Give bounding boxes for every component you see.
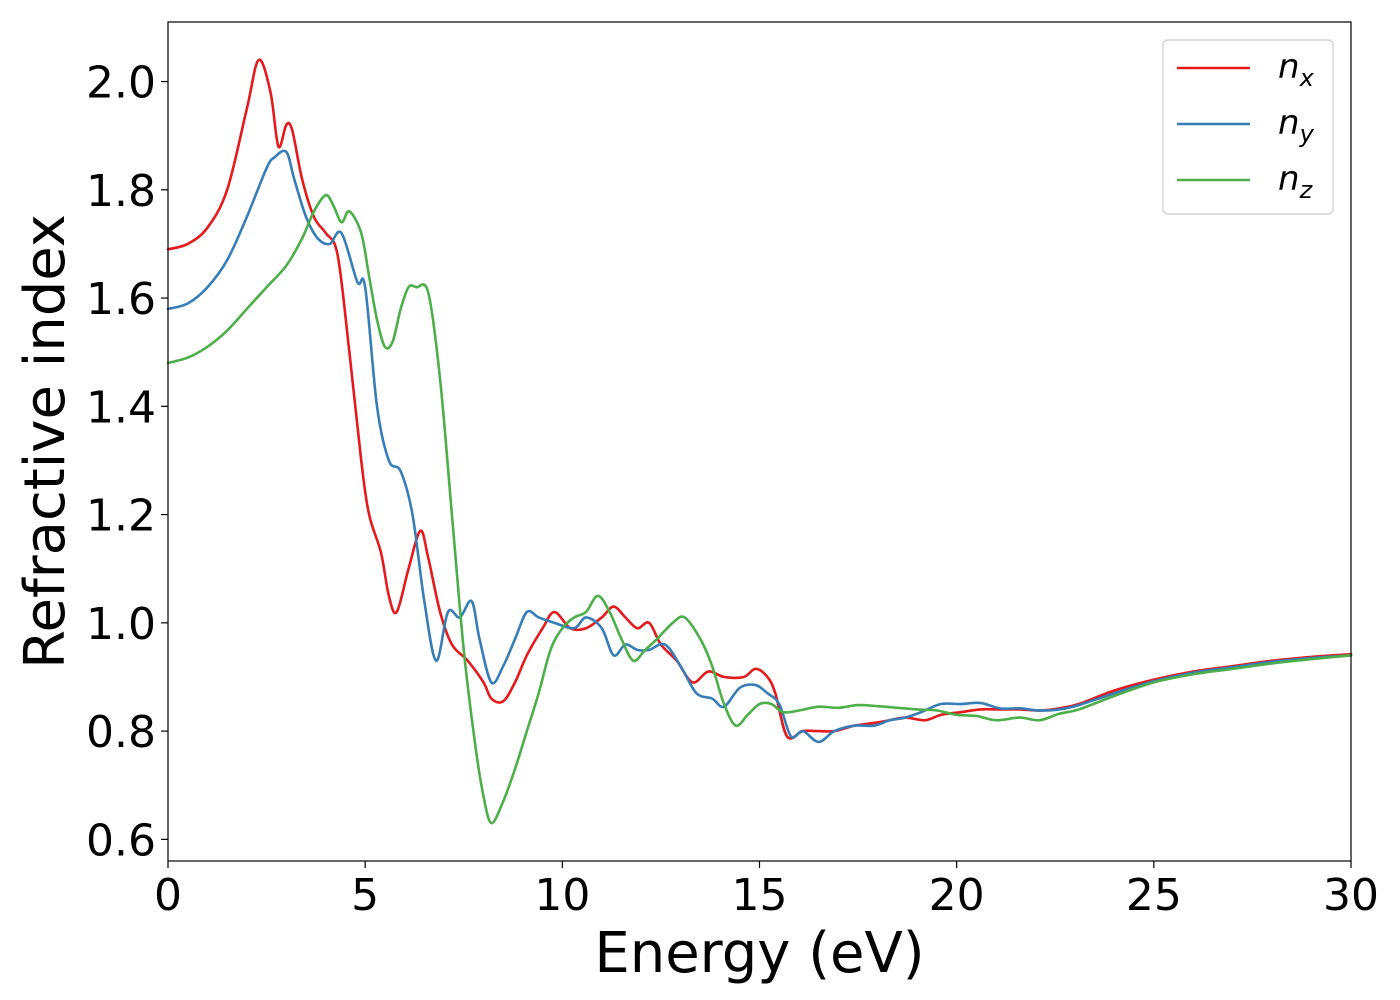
y-tick-label: 0.8	[86, 707, 156, 758]
x-tick-label: 30	[1323, 870, 1379, 921]
series-layer	[166, 58, 1353, 825]
y-tick-label: 1.8	[86, 166, 156, 217]
legend-label: ny	[1278, 103, 1315, 148]
y-tick-label: 1.2	[86, 491, 156, 542]
y-axis-title: Refractive index	[13, 214, 78, 669]
x-axis-ticks: 0 5 10 15 20 25 30	[154, 861, 1379, 921]
x-tick-label: 25	[1126, 870, 1182, 921]
y-tick-label: 2.0	[86, 58, 156, 109]
y-tick-label: 1.4	[86, 382, 156, 433]
y-tick-label: 1.0	[86, 599, 156, 650]
legend-label: nx	[1278, 47, 1315, 92]
legend-box	[1162, 39, 1334, 215]
x-tick-label: 0	[154, 870, 182, 921]
x-tick-label: 20	[929, 870, 985, 921]
series-line-n-x	[166, 58, 1353, 740]
x-tick-label: 10	[534, 870, 590, 921]
series-line-n-z	[166, 193, 1353, 825]
x-tick-label: 15	[732, 870, 788, 921]
legend: nx ny nz	[1162, 39, 1334, 215]
x-tick-label: 5	[351, 870, 379, 921]
legend-label: nz	[1278, 159, 1314, 204]
series-line-n-y	[166, 149, 1353, 744]
y-tick-label: 0.6	[86, 815, 156, 866]
x-axis-title: Energy (eV)	[594, 921, 924, 986]
y-tick-label: 1.6	[86, 274, 156, 325]
y-axis-ticks: 0.6 0.8 1.0 1.2 1.4 1.6 1.8 2.0	[86, 58, 168, 866]
